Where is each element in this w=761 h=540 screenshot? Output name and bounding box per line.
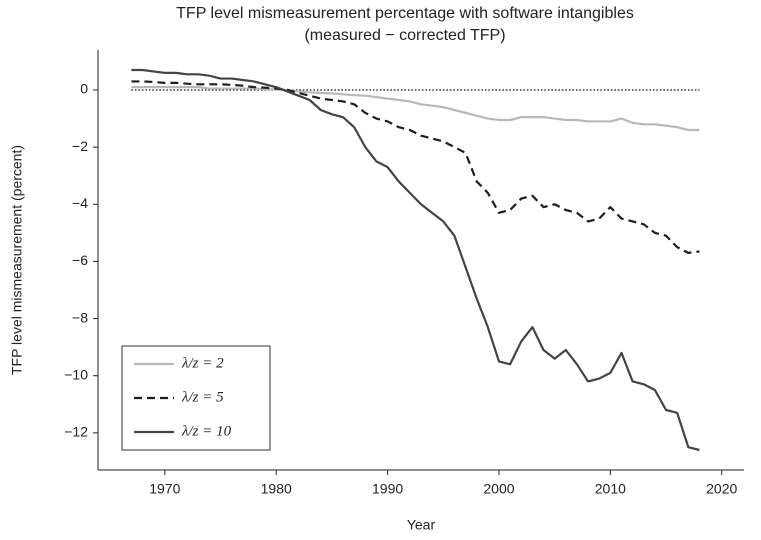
x-tick-label: 2010 [595, 481, 626, 497]
x-tick-label: 2020 [706, 481, 737, 497]
x-tick-label: 1980 [261, 481, 292, 497]
y-tick-label: −12 [64, 424, 88, 440]
chart-subtitle: (measured − corrected TFP) [304, 27, 505, 44]
x-tick-label: 1970 [149, 481, 180, 497]
chart-title: TFP level mismeasurement percentage with… [176, 5, 634, 22]
series-line [131, 86, 700, 132]
x-tick-label: 2000 [483, 481, 514, 497]
series-line [131, 68, 700, 452]
legend-label: λ/z = 10 [181, 423, 232, 439]
y-tick-label: −8 [72, 309, 88, 325]
y-axis-label: TFP level mismeasurement (percent) [9, 145, 25, 375]
y-tick-label: −10 [64, 366, 88, 382]
y-tick-label: 0 [80, 81, 88, 97]
x-axis-label: Year [407, 517, 436, 533]
y-tick-label: −6 [72, 252, 88, 268]
legend-label: λ/z = 5 [181, 389, 224, 405]
series-line [131, 80, 700, 254]
x-tick-label: 1990 [372, 481, 403, 497]
legend-label: λ/z = 2 [181, 355, 224, 371]
y-tick-label: −4 [72, 195, 88, 211]
y-tick-label: −2 [72, 138, 88, 154]
